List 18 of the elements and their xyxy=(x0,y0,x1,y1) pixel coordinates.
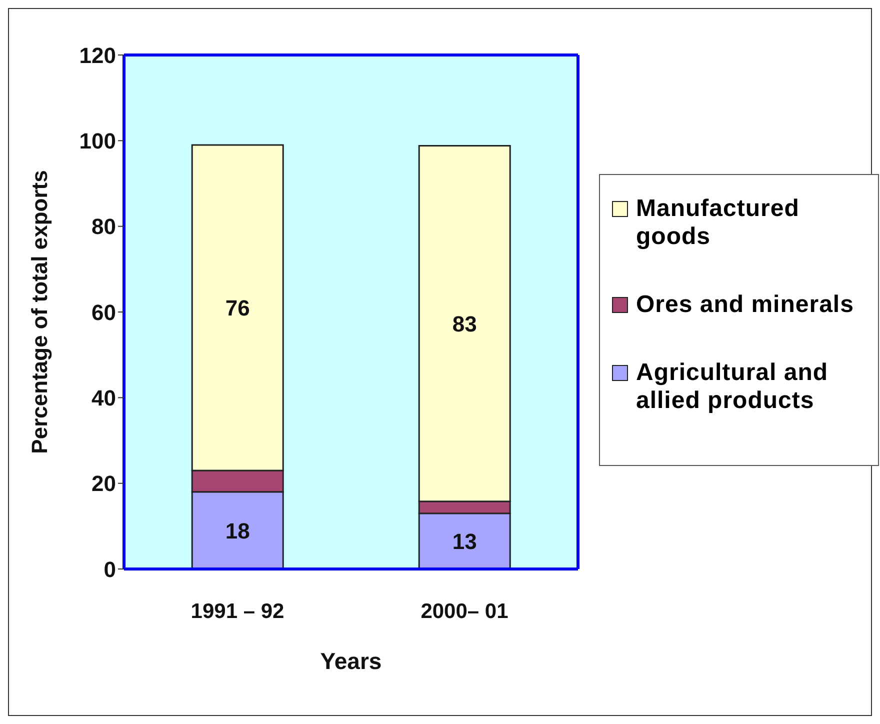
legend-label: Ores and minerals xyxy=(636,291,854,319)
data-label: 18 xyxy=(225,518,250,544)
x-tick-label: 1991 – 92 xyxy=(190,600,284,623)
y-tick-label: 100 xyxy=(79,128,116,154)
legend-label: Agricultural and allied products xyxy=(636,359,830,415)
y-axis-title: Percentage of total exports xyxy=(26,170,52,454)
x-tick-label: 2000– 01 xyxy=(420,600,509,623)
y-tick-label: 20 xyxy=(92,471,116,496)
x-axis-title: Years xyxy=(320,648,382,674)
y-tick-label: 120 xyxy=(79,42,116,68)
legend-label: Manufactured goods xyxy=(636,195,800,251)
y-tick-label: 40 xyxy=(92,385,116,410)
y-tick-label: 80 xyxy=(92,214,116,240)
data-label: 76 xyxy=(225,296,250,321)
data-label: 13 xyxy=(452,528,477,554)
y-tick-label: 60 xyxy=(92,300,116,325)
data-label: 83 xyxy=(452,311,477,336)
y-tick-label: 0 xyxy=(104,556,116,582)
